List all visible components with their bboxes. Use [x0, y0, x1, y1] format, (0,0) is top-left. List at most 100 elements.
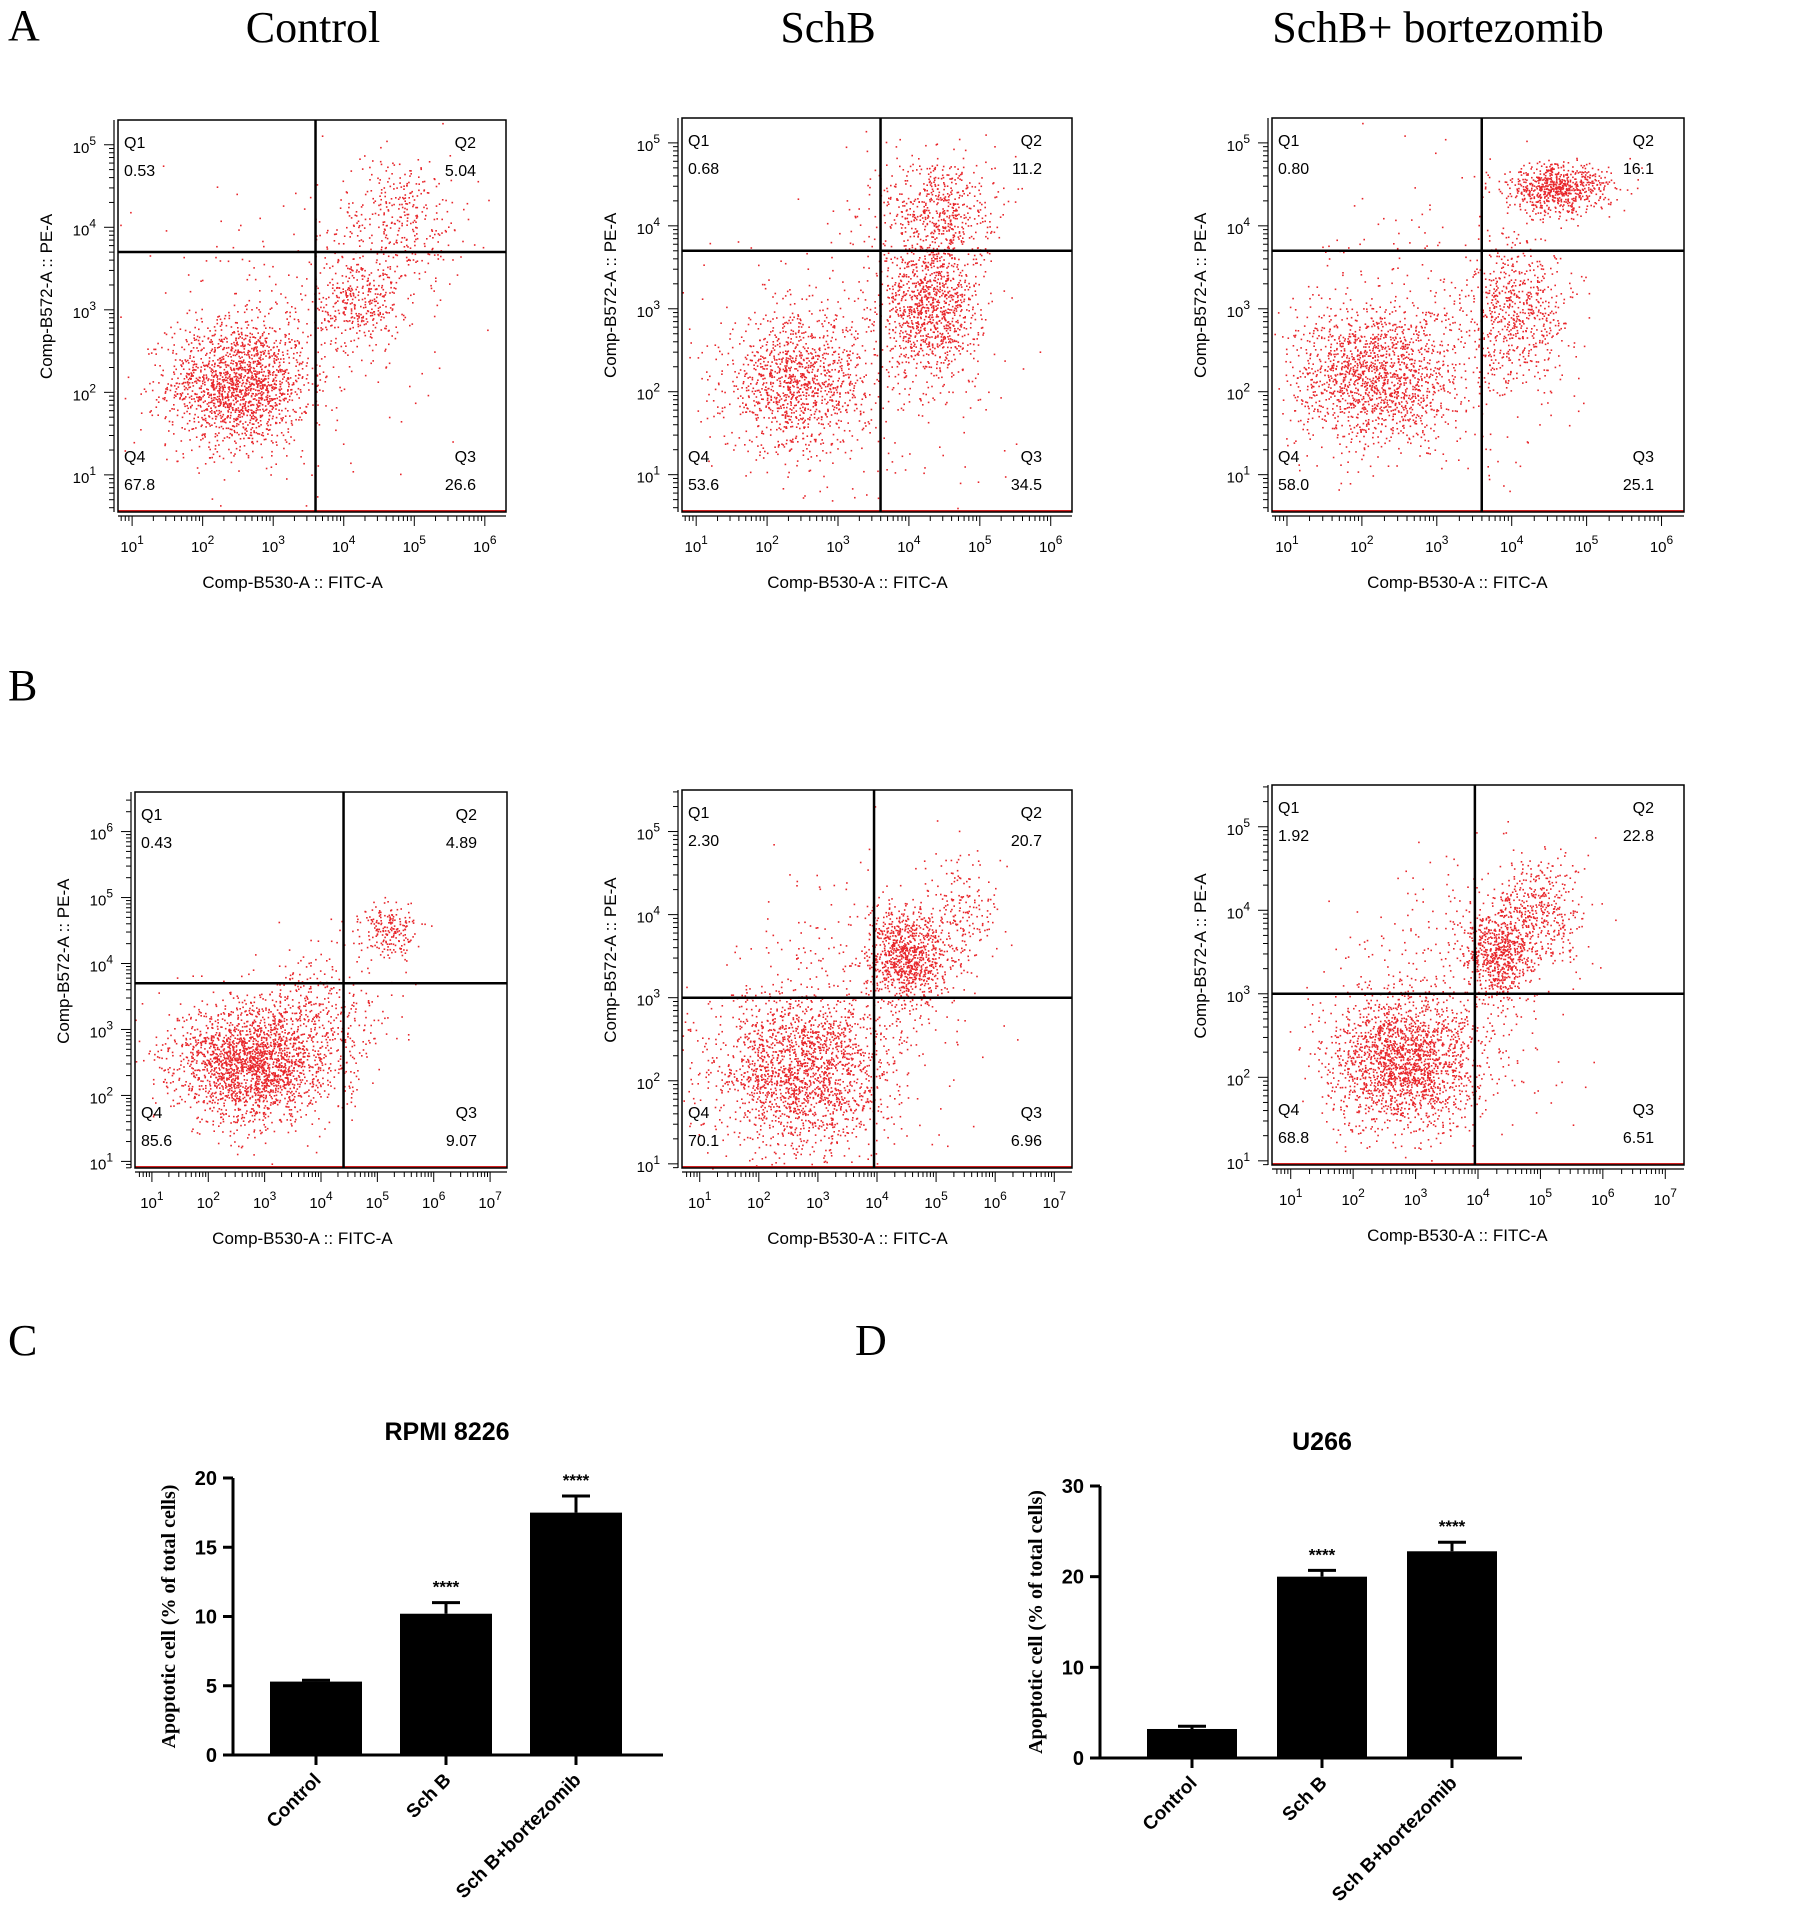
event-dot [232, 354, 235, 357]
event-dot [244, 361, 246, 364]
event-dot [221, 393, 223, 395]
event-dot [273, 361, 276, 364]
event-dot [935, 328, 937, 331]
event-dot [898, 282, 900, 285]
event-dot [779, 423, 781, 426]
event-dot [916, 289, 919, 292]
event-dot [793, 378, 796, 380]
event-dot [360, 320, 363, 323]
event-dot [837, 448, 839, 450]
event-dot [259, 362, 262, 365]
event-dot [957, 321, 959, 324]
event-dot [905, 336, 907, 338]
event-dot [783, 325, 786, 328]
event-dot [840, 420, 842, 422]
event-dot [368, 237, 371, 239]
event-dot [800, 403, 803, 406]
event-dot [923, 296, 926, 298]
event-dot [349, 320, 351, 322]
event-dot [218, 391, 221, 394]
event-dot [336, 350, 338, 352]
event-dot [927, 292, 930, 295]
event-dot [357, 220, 360, 223]
event-dot [233, 304, 236, 307]
event-dot [733, 385, 736, 387]
event-dot [929, 274, 932, 277]
event-dot [235, 378, 238, 380]
event-dot [267, 433, 269, 435]
event-dot [258, 402, 261, 404]
event-dot [776, 428, 778, 431]
event-dot [151, 389, 154, 392]
event-dot [943, 325, 945, 328]
event-dot [786, 365, 788, 367]
event-dot [948, 296, 950, 298]
event-dot [414, 244, 416, 247]
event-dot [163, 398, 166, 401]
event-dot [918, 350, 920, 353]
event-dot [212, 360, 214, 362]
event-dot [343, 320, 346, 322]
event-dot [804, 408, 806, 411]
event-dot [353, 277, 355, 279]
event-dot [811, 337, 813, 339]
event-dot [364, 297, 366, 300]
event-dot [848, 368, 850, 370]
event-dot [164, 292, 167, 294]
event-dot [258, 372, 260, 375]
event-dot [160, 374, 163, 376]
event-dot [812, 380, 815, 383]
event-dot [238, 433, 240, 436]
event-dot [239, 438, 242, 440]
event-dot [216, 439, 219, 442]
event-dot [250, 378, 252, 380]
event-dot [918, 283, 921, 285]
event-dot [240, 365, 242, 367]
event-dot [383, 232, 385, 235]
event-dot [364, 301, 367, 303]
event-dot [374, 293, 377, 295]
event-dot [373, 201, 375, 204]
event-dot [283, 376, 285, 378]
event-dot [784, 421, 787, 423]
event-dot [972, 306, 974, 309]
event-dot [973, 254, 976, 257]
event-dot [257, 432, 259, 435]
event-dot [709, 436, 711, 438]
event-dot [779, 377, 782, 379]
event-dot [776, 379, 779, 381]
event-dot [942, 263, 944, 265]
event-dot [894, 321, 896, 323]
event-dot [924, 258, 926, 260]
event-dot [914, 354, 917, 357]
event-dot [355, 288, 357, 291]
event-dot [927, 401, 930, 404]
event-dot [952, 311, 955, 314]
event-dot [220, 505, 222, 507]
event-dot [270, 384, 273, 386]
event-dot [939, 319, 941, 322]
event-dot [218, 346, 220, 348]
event-dot [903, 376, 906, 379]
event-dot [920, 339, 923, 342]
event-dot [937, 274, 940, 276]
event-dot [961, 335, 964, 338]
event-dot [755, 323, 757, 325]
event-dot [249, 341, 251, 343]
event-dot [250, 387, 253, 390]
event-dot [927, 214, 929, 217]
event-dot [784, 367, 787, 369]
event-dot [826, 372, 828, 374]
event-dot [250, 428, 252, 431]
event-dot [271, 387, 274, 389]
event-dot [377, 214, 380, 216]
event-dot [340, 390, 343, 392]
event-dot [348, 206, 350, 209]
event-dot [297, 377, 300, 380]
event-dot [951, 189, 953, 192]
event-dot [761, 356, 764, 358]
event-dot [322, 371, 325, 373]
event-dot [488, 199, 490, 202]
event-dot [900, 256, 902, 258]
event-dot [377, 177, 379, 180]
